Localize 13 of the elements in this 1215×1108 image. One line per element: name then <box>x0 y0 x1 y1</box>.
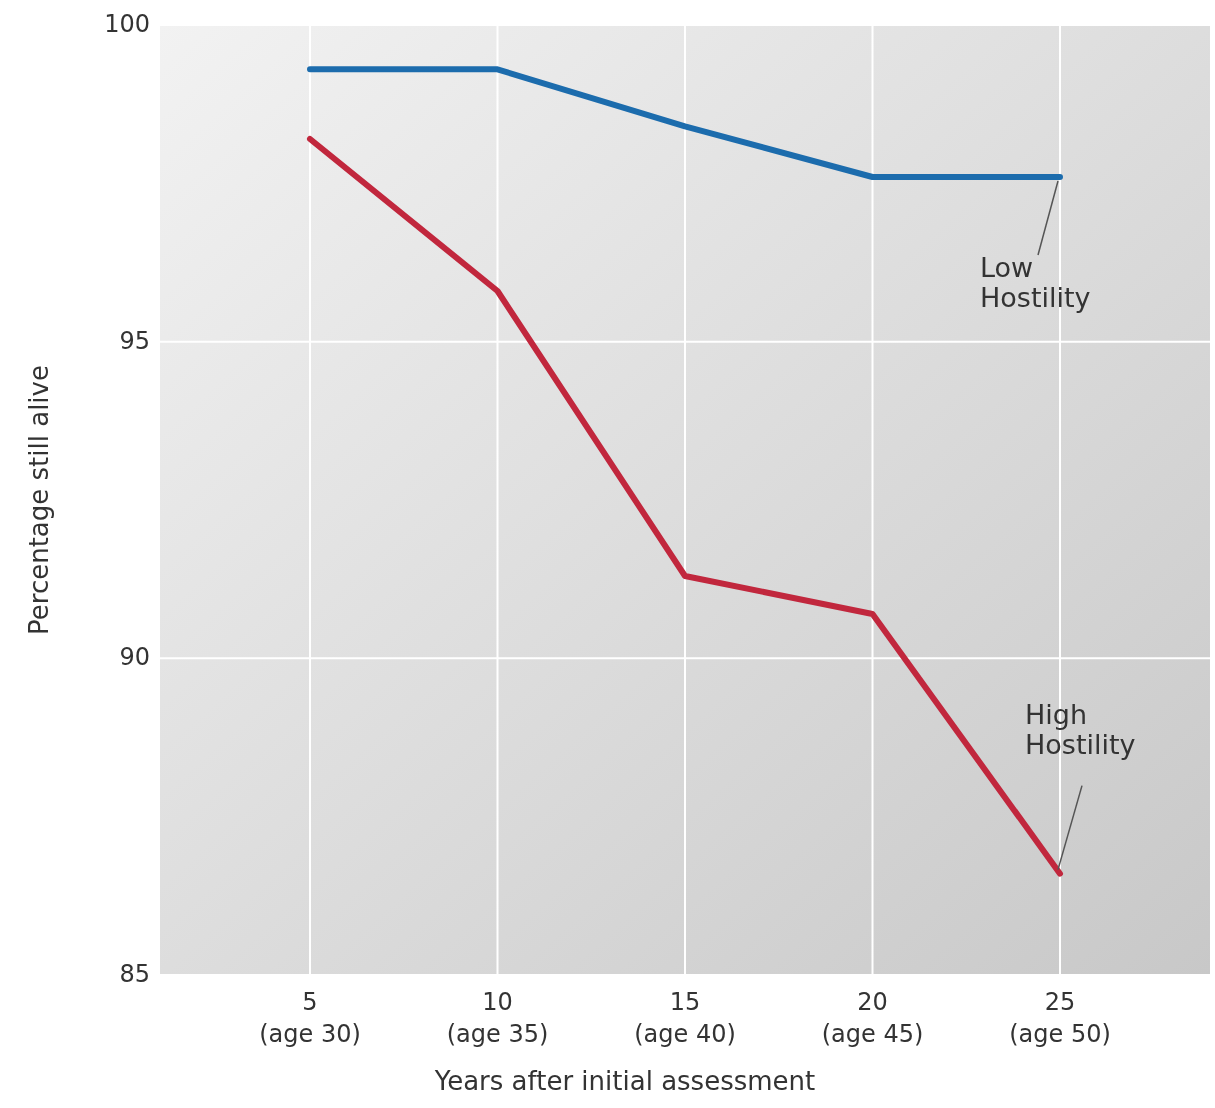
x-tick-label: 10 (age 35) <box>446 988 549 1048</box>
y-tick-label: 95 <box>119 326 150 355</box>
y-tick-label: 100 <box>104 10 150 38</box>
y-tick-label: 90 <box>119 643 150 672</box>
series-label: High Hostility <box>1025 698 1136 760</box>
y-axis-title: Percentage still alive <box>24 365 54 635</box>
x-tick-label: 25 (age 50) <box>1009 988 1111 1048</box>
text: Low Hostility <box>980 252 1091 313</box>
x-tick-label: 15 (age 40) <box>634 988 736 1048</box>
x-axis-title: Years after initial assessment <box>433 1066 816 1096</box>
x-tick-label: 5 (age 30) <box>259 988 361 1048</box>
x-tick-label: 20 (age 45) <box>821 988 924 1048</box>
y-tick-label: 85 <box>119 960 150 988</box>
